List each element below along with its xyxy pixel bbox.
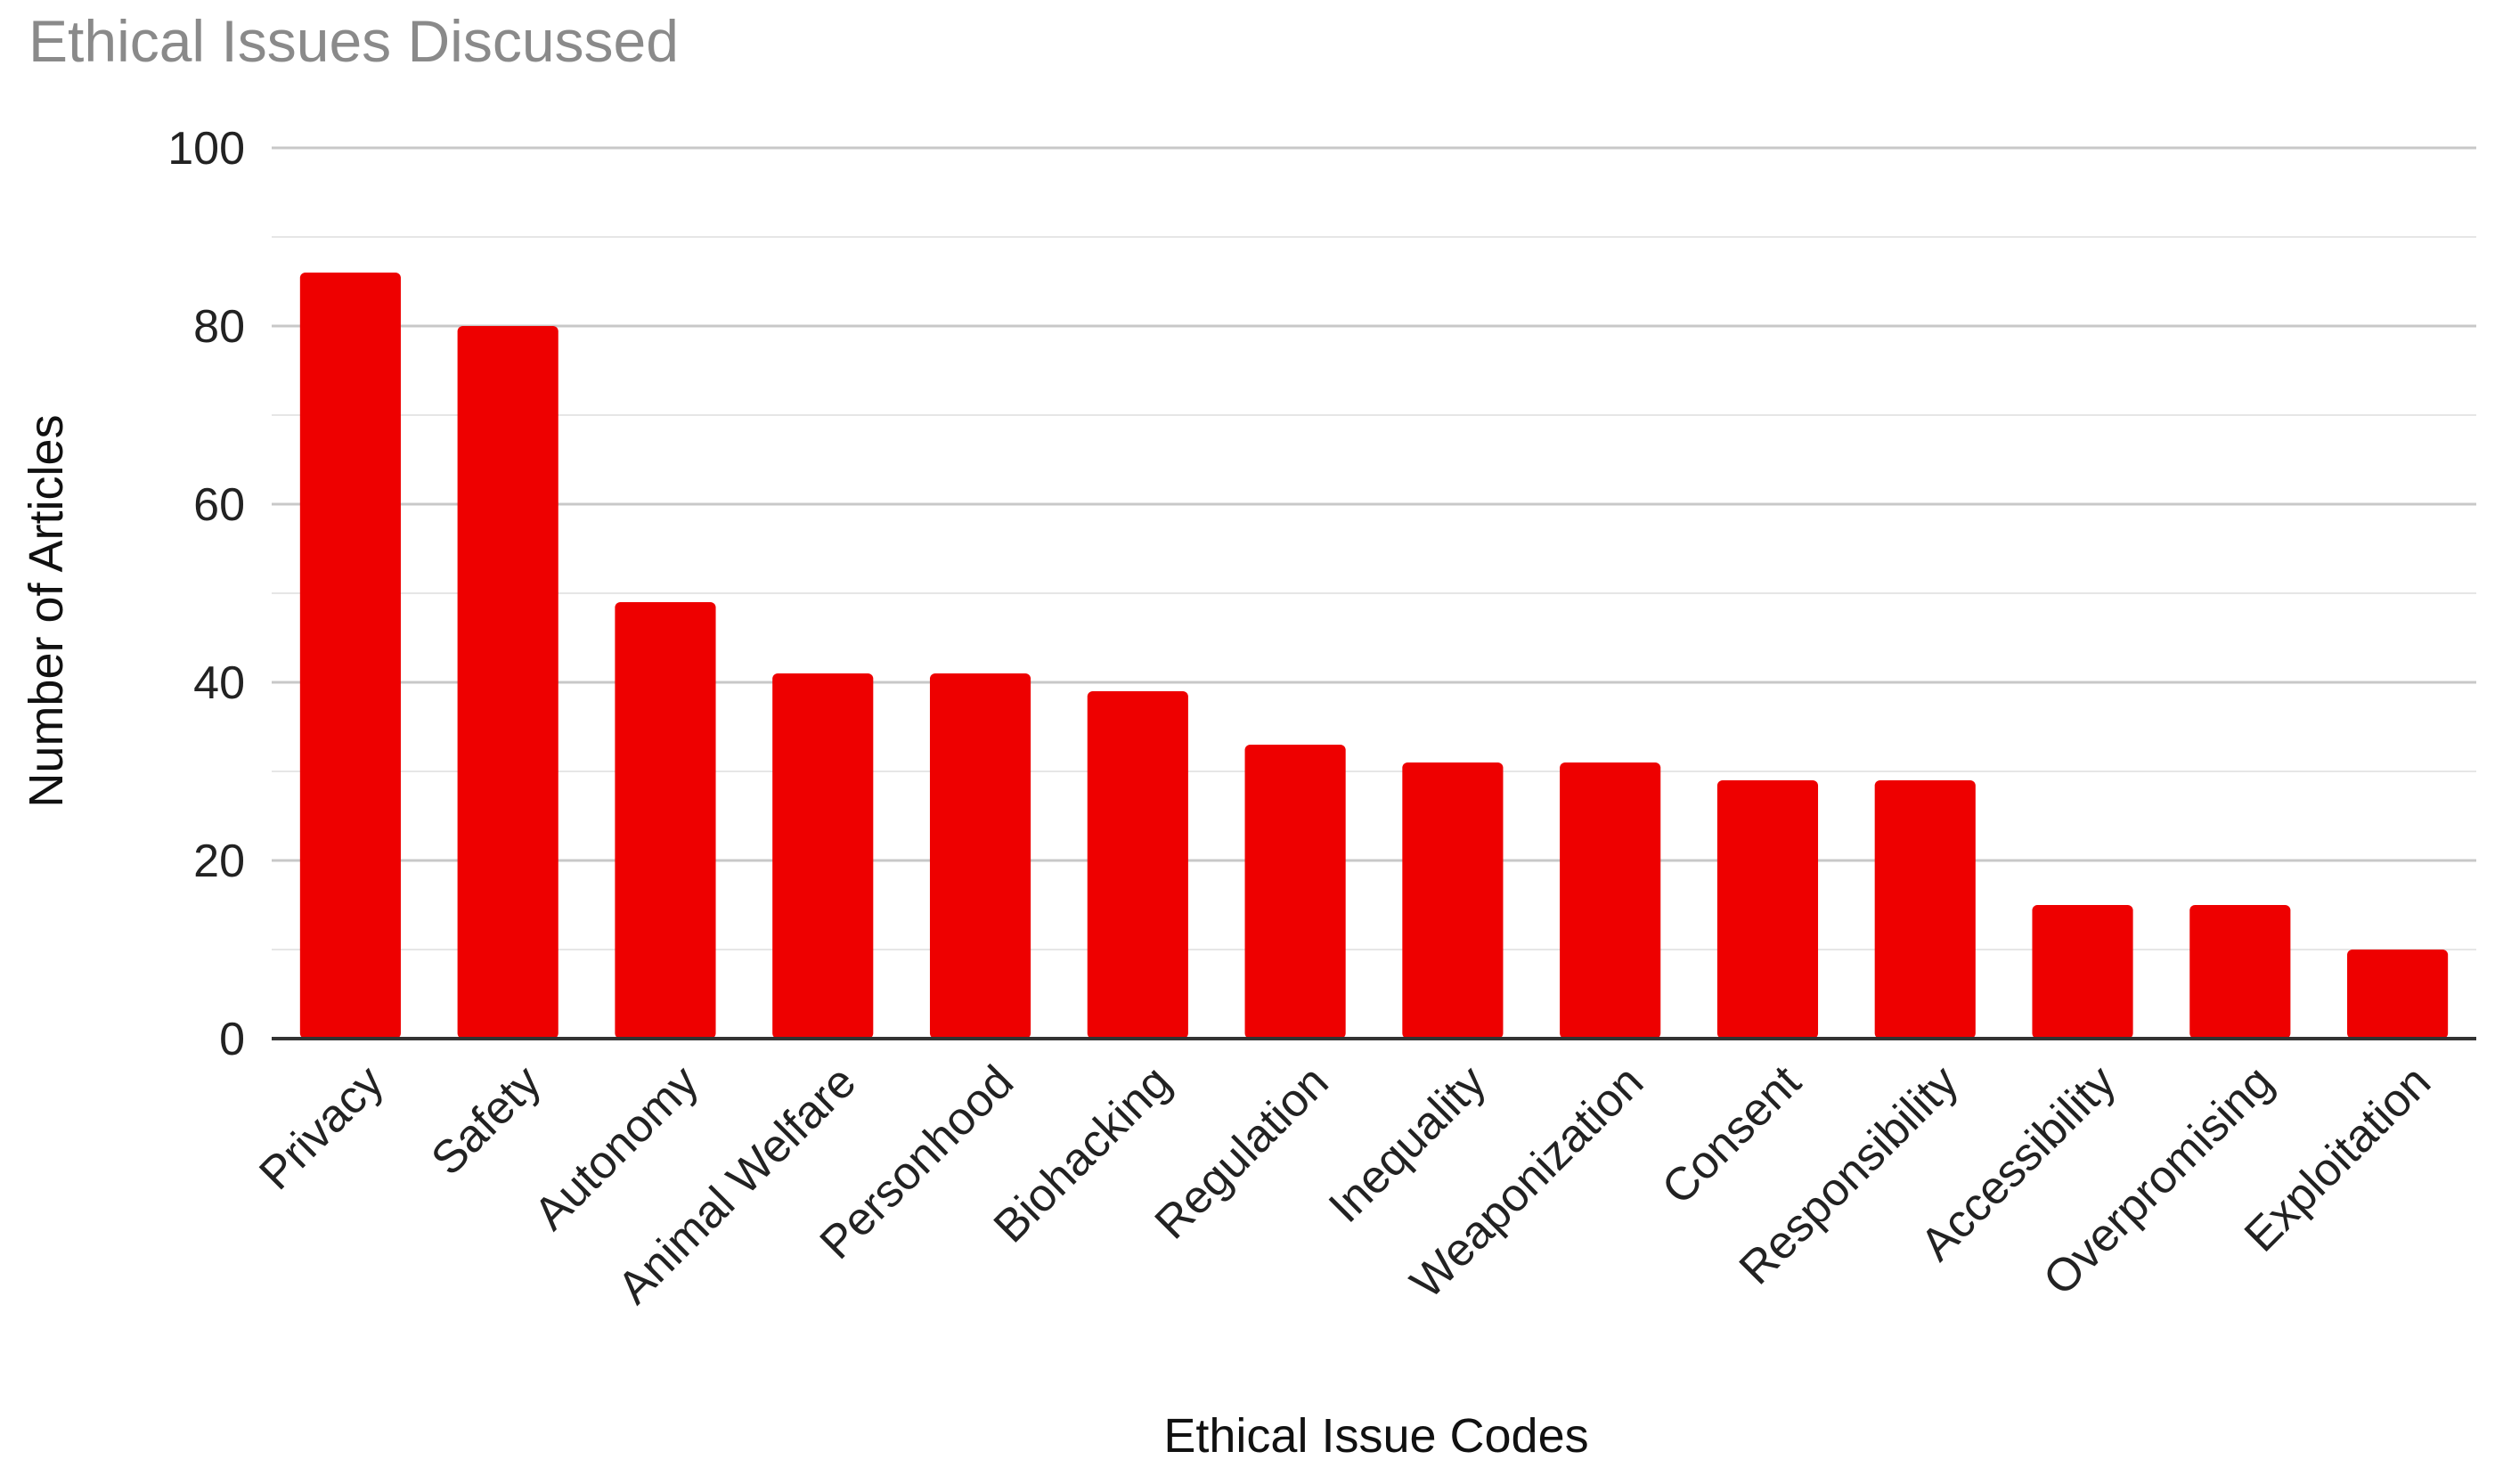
y-tick-label: 80 <box>193 301 245 353</box>
y-axis-title: Number of Articles <box>20 414 73 807</box>
bar-responsibility <box>1874 780 1976 1039</box>
chart-title: Ethical Issues Discussed <box>29 8 679 74</box>
bar-overpromising <box>2189 905 2291 1039</box>
bar-animal-welfare <box>772 673 874 1039</box>
bar-weaponization <box>1560 762 1661 1039</box>
bar-personhood <box>929 673 1031 1039</box>
bar-safety <box>457 326 558 1039</box>
bar-exploitation <box>2347 950 2449 1039</box>
y-tick-label: 40 <box>193 657 245 709</box>
bar-regulation <box>1244 745 1346 1039</box>
x-tick-label: Regulation <box>1146 1056 1339 1249</box>
y-tick-label: 60 <box>193 479 245 531</box>
bar-consent <box>1716 780 1819 1039</box>
x-axis-title: Ethical Issue Codes <box>1163 1409 1588 1463</box>
bar-accessibility <box>2032 905 2133 1039</box>
y-axis-ticks: 0 20 40 60 80 100 <box>167 123 245 1065</box>
x-tick-label: Privacy <box>249 1056 394 1200</box>
bar-privacy <box>299 273 401 1039</box>
bar-biohacking <box>1087 691 1188 1039</box>
bar-autonomy <box>615 602 716 1039</box>
y-tick-label: 0 <box>219 1014 245 1065</box>
y-tick-label: 100 <box>167 123 245 175</box>
gridlines <box>272 146 2476 950</box>
x-tick-label: Consent <box>1652 1056 1811 1214</box>
bars <box>299 273 2449 1039</box>
y-tick-label: 20 <box>193 836 245 887</box>
bar-inequality <box>1402 762 1504 1039</box>
x-tick-label: Safety <box>421 1056 550 1185</box>
